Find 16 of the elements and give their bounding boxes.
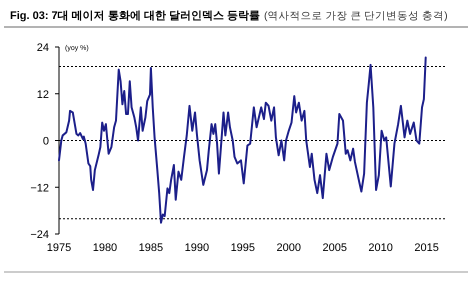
x-tick-label: 2010	[368, 242, 393, 254]
x-tick-label: 2015	[414, 242, 439, 254]
y-tick-label: −12	[30, 182, 49, 194]
x-tick-label: 1990	[184, 242, 210, 254]
x-tick-label: 1975	[46, 242, 72, 254]
x-tick-label: 1985	[138, 242, 164, 254]
x-tick-label: 2005	[322, 242, 347, 254]
x-tick-label: 1995	[230, 242, 256, 254]
title: Fig. 03: 7대 메이저 통화에 대한 달러인덱스 등락률	[10, 10, 260, 22]
x-tick-label: 2000	[276, 242, 302, 254]
x-tick-label: 1980	[92, 242, 118, 254]
y-tick-label: 24	[36, 42, 49, 54]
y-tick-label: 0	[42, 136, 49, 148]
subtitle: (역사적으로 가장 큰 단기변동성 충격)	[264, 10, 448, 22]
y-tick-label: −24	[30, 229, 49, 241]
y-tick-label: 12	[36, 88, 49, 101]
